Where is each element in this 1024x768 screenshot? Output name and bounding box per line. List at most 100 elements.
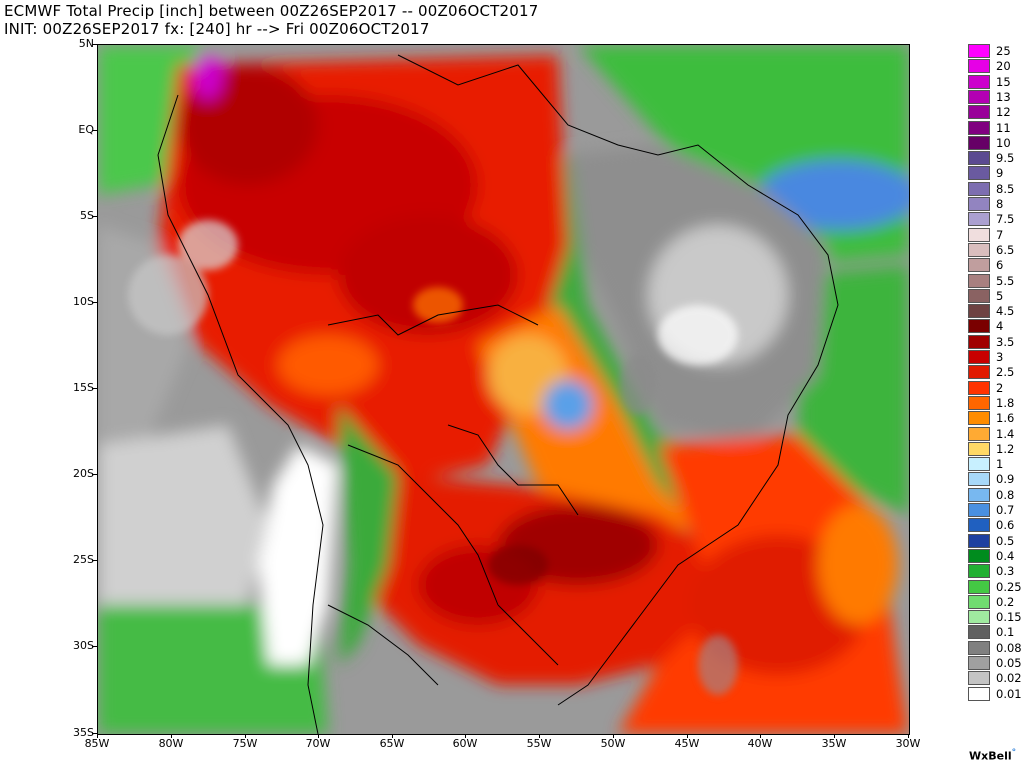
lat-label: 20S: [73, 467, 94, 480]
legend-swatch: [968, 212, 990, 227]
lat-label: EQ: [78, 123, 94, 136]
lon-tick: [687, 734, 688, 738]
legend-label: 0.01: [996, 686, 1022, 701]
legend-label: 0.02: [996, 671, 1022, 686]
legend-swatch: [968, 472, 990, 487]
lon-label: 70W: [305, 737, 331, 750]
legend-swatch: [968, 89, 990, 104]
legend-swatch: [968, 487, 990, 502]
legend-swatch: [968, 365, 990, 380]
legend-swatch: [968, 671, 990, 686]
legend-label: 10: [996, 135, 1011, 150]
lat-label: 35S: [73, 726, 94, 739]
legend-label: 0.7: [996, 503, 1015, 517]
map-subtitle: INIT: 00Z26SEP2017 fx: [240] hr --> Fri …: [4, 20, 430, 38]
legend-label: 5: [996, 288, 1004, 303]
legend-label: 0.25: [996, 579, 1022, 594]
legend-label: 2: [996, 380, 1004, 395]
lon-label: 55W: [526, 737, 552, 750]
legend-label: 0.4: [996, 548, 1015, 563]
legend-label: 8: [996, 197, 1004, 211]
legend-label: 0.3: [996, 564, 1015, 579]
legend-label: 20: [996, 59, 1011, 74]
lat-label: 5S: [80, 209, 94, 222]
legend-label: 3.5: [996, 334, 1015, 349]
lon-tick: [613, 734, 614, 738]
legend-label: 7: [996, 227, 1004, 242]
lat-tick: [92, 560, 97, 561]
legend-label: 1: [996, 457, 1004, 472]
lat-tick: [92, 733, 97, 734]
lon-label: 30W: [895, 737, 921, 750]
legend-swatch: [968, 242, 990, 257]
legend-swatch: [968, 74, 990, 89]
lat-label: 15S: [73, 381, 94, 394]
legend-swatch: [968, 304, 990, 319]
legend-label: 0.5: [996, 533, 1015, 548]
lon-label: 35W: [821, 737, 847, 750]
legend-label: 12: [996, 105, 1011, 120]
lon-label: 45W: [674, 737, 700, 750]
legend-swatch: [968, 640, 990, 655]
legend-swatch: [968, 227, 990, 242]
lon-label: 85W: [84, 737, 110, 750]
legend-label: 0.08: [996, 640, 1022, 655]
legend-swatch: [968, 686, 990, 701]
legend-label: 1.8: [996, 395, 1015, 410]
legend-swatch: [968, 656, 990, 670]
lat-tick: [92, 44, 97, 45]
legend-swatch: [968, 518, 990, 533]
lat-tick: [92, 646, 97, 647]
legend-label: 4.5: [996, 304, 1015, 319]
lon-label: 40W: [747, 737, 773, 750]
lat-label: 5N: [78, 37, 94, 50]
legend-swatch: [968, 334, 990, 349]
legend-swatch: [968, 395, 990, 410]
legend-swatch: [968, 59, 990, 74]
legend-swatch: [968, 548, 990, 563]
legend-swatch: [968, 151, 990, 166]
legend-label: 11: [996, 120, 1011, 135]
legend-swatch: [968, 135, 990, 150]
legend-swatch: [968, 105, 990, 120]
map-title: ECMWF Total Precip [inch] between 00Z26S…: [4, 2, 539, 20]
legend-label: 0.05: [996, 656, 1022, 670]
legend-label: 9: [996, 166, 1004, 181]
legend-swatch: [968, 44, 990, 58]
lat-label: 10S: [73, 295, 94, 308]
legend-swatch: [968, 625, 990, 640]
legend-swatch: [968, 579, 990, 594]
lon-tick: [760, 734, 761, 738]
legend-swatch: [968, 457, 990, 472]
legend-swatch: [968, 594, 990, 609]
legend-label: 5.5: [996, 273, 1015, 288]
lon-tick: [97, 734, 98, 738]
precip-map: [97, 44, 910, 735]
legend-swatch: [968, 610, 990, 625]
lon-label: 50W: [600, 737, 626, 750]
legend-swatch: [968, 411, 990, 426]
legend-swatch: [968, 441, 990, 456]
legend-swatch: [968, 166, 990, 181]
legend-swatch: [968, 258, 990, 273]
legend-label: 6.5: [996, 242, 1015, 257]
legend-swatch: [968, 120, 990, 135]
legend-swatch: [968, 426, 990, 441]
legend-label: 6: [996, 258, 1004, 273]
legend-swatch: [968, 197, 990, 211]
legend-label: 7.5: [996, 212, 1015, 227]
legend-label: 0.15: [996, 610, 1022, 625]
legend-label: 13: [996, 89, 1011, 104]
lon-tick: [318, 734, 319, 738]
legend-swatch: [968, 319, 990, 334]
legend-label: 0.2: [996, 594, 1015, 609]
lon-tick: [539, 734, 540, 738]
lon-tick: [834, 734, 835, 738]
legend-swatch: [968, 564, 990, 579]
lon-label: 75W: [232, 737, 258, 750]
lat-tick: [92, 302, 97, 303]
lat-label: 30S: [73, 639, 94, 652]
lat-label: 25S: [73, 553, 94, 566]
lon-tick: [245, 734, 246, 738]
legend-swatch: [968, 273, 990, 288]
